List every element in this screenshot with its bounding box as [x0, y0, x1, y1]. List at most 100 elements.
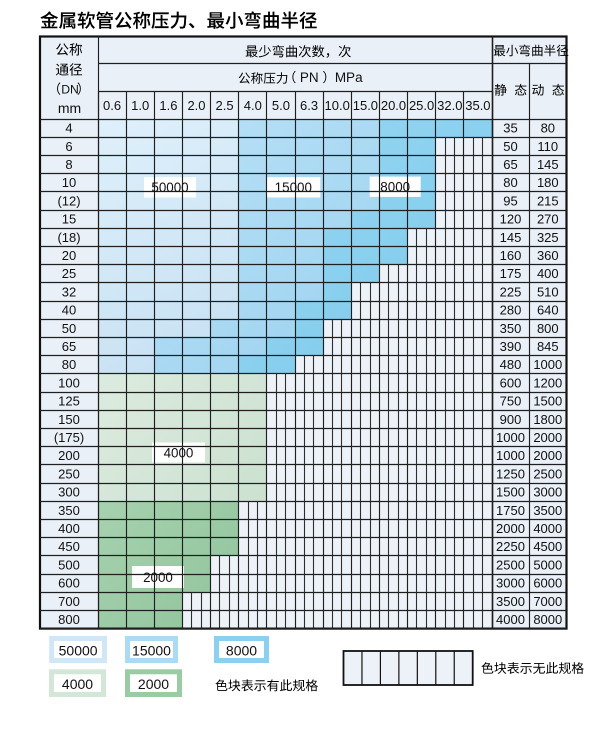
svg-text:400: 400 — [537, 266, 559, 281]
svg-text:800: 800 — [58, 612, 80, 627]
svg-text:120: 120 — [500, 212, 522, 227]
svg-text:1.0: 1.0 — [131, 98, 149, 113]
svg-text:845: 845 — [537, 339, 559, 354]
svg-text:150: 150 — [58, 412, 80, 427]
svg-text:1000: 1000 — [496, 430, 525, 445]
svg-text:280: 280 — [500, 303, 522, 318]
svg-text:2000: 2000 — [533, 448, 562, 463]
svg-text:480: 480 — [500, 357, 522, 372]
svg-text:5.0: 5.0 — [272, 98, 290, 113]
svg-text:145: 145 — [537, 157, 559, 172]
svg-text:3000: 3000 — [496, 576, 525, 591]
svg-text:225: 225 — [500, 284, 522, 299]
svg-text:8000: 8000 — [226, 643, 257, 659]
svg-text:65: 65 — [503, 157, 517, 172]
svg-text:7000: 7000 — [533, 594, 562, 609]
svg-text:1000: 1000 — [533, 357, 562, 372]
svg-text:3000: 3000 — [533, 485, 562, 500]
svg-text:20: 20 — [62, 248, 76, 263]
svg-text:200: 200 — [58, 448, 80, 463]
svg-text:15: 15 — [62, 212, 76, 227]
svg-text:50: 50 — [62, 321, 76, 336]
svg-text:20.0: 20.0 — [381, 98, 406, 113]
svg-text:500: 500 — [58, 557, 80, 572]
svg-text:4500: 4500 — [533, 539, 562, 554]
svg-text:80: 80 — [62, 357, 76, 372]
svg-text:180: 180 — [537, 175, 559, 190]
svg-text:160: 160 — [500, 248, 522, 263]
svg-text:40: 40 — [62, 303, 76, 318]
svg-text:3500: 3500 — [533, 503, 562, 518]
svg-text:25: 25 — [62, 266, 76, 281]
svg-text:1200: 1200 — [533, 375, 562, 390]
svg-text:0.6: 0.6 — [103, 98, 121, 113]
svg-text:145: 145 — [500, 230, 522, 245]
svg-text:4: 4 — [65, 121, 72, 136]
svg-text:1000: 1000 — [496, 448, 525, 463]
svg-text:(12): (12) — [57, 193, 80, 208]
svg-text:800: 800 — [537, 321, 559, 336]
svg-text:1.6: 1.6 — [159, 98, 177, 113]
svg-text:50000: 50000 — [151, 180, 188, 195]
svg-text:400: 400 — [58, 521, 80, 536]
svg-text:4000: 4000 — [496, 612, 525, 627]
svg-text:80: 80 — [541, 121, 555, 136]
svg-text:750: 750 — [500, 394, 522, 409]
svg-text:50: 50 — [503, 139, 517, 154]
svg-text:250: 250 — [58, 466, 80, 481]
svg-text:900: 900 — [500, 412, 522, 427]
svg-text:510: 510 — [537, 284, 559, 299]
svg-text:15000: 15000 — [132, 643, 171, 659]
svg-text:6: 6 — [65, 139, 72, 154]
svg-text:5000: 5000 — [533, 557, 562, 572]
svg-text:35: 35 — [503, 121, 517, 136]
svg-text:PN: PN — [300, 70, 319, 85]
svg-text:10.0: 10.0 — [325, 98, 350, 113]
svg-text:4000: 4000 — [62, 676, 93, 692]
svg-text:80: 80 — [503, 175, 517, 190]
svg-text:2250: 2250 — [496, 539, 525, 554]
svg-text:4000: 4000 — [533, 521, 562, 536]
svg-text:3500: 3500 — [496, 594, 525, 609]
svg-text:4000: 4000 — [164, 445, 194, 460]
svg-text:2.5: 2.5 — [216, 98, 234, 113]
svg-text:65: 65 — [62, 339, 76, 354]
svg-text:300: 300 — [58, 485, 80, 500]
svg-text:2500: 2500 — [533, 466, 562, 481]
svg-text:640: 640 — [537, 303, 559, 318]
svg-text:32: 32 — [62, 284, 76, 299]
svg-text:2500: 2500 — [496, 557, 525, 572]
svg-text:(175): (175) — [54, 430, 84, 445]
svg-text:125: 125 — [58, 394, 80, 409]
svg-text:DN: DN — [61, 83, 79, 97]
svg-text:10: 10 — [62, 175, 76, 190]
svg-text:8000: 8000 — [380, 180, 410, 195]
svg-text:8: 8 — [65, 157, 72, 172]
svg-text:390: 390 — [500, 339, 522, 354]
svg-text:15000: 15000 — [275, 180, 312, 195]
svg-text:600: 600 — [500, 375, 522, 390]
svg-text:1500: 1500 — [496, 485, 525, 500]
svg-text:MPa: MPa — [335, 70, 363, 85]
svg-text:1500: 1500 — [533, 394, 562, 409]
svg-text:270: 270 — [537, 212, 559, 227]
svg-text:95: 95 — [503, 193, 517, 208]
svg-text:32.0: 32.0 — [437, 98, 462, 113]
svg-text:2000: 2000 — [143, 570, 173, 585]
svg-text:110: 110 — [537, 139, 558, 154]
svg-text:350: 350 — [58, 503, 80, 518]
svg-text:1250: 1250 — [496, 466, 525, 481]
svg-text:700: 700 — [58, 594, 80, 609]
svg-text:1750: 1750 — [496, 503, 525, 518]
svg-text:8000: 8000 — [533, 612, 562, 627]
svg-text:1800: 1800 — [533, 412, 562, 427]
svg-text:360: 360 — [537, 248, 559, 263]
svg-text:25.0: 25.0 — [409, 98, 434, 113]
svg-text:2000: 2000 — [138, 676, 169, 692]
svg-text:(18): (18) — [57, 230, 80, 245]
svg-text:50000: 50000 — [59, 643, 98, 659]
svg-text:6000: 6000 — [533, 576, 562, 591]
svg-text:175: 175 — [500, 266, 522, 281]
svg-text:450: 450 — [58, 539, 80, 554]
svg-text:2.0: 2.0 — [187, 98, 205, 113]
